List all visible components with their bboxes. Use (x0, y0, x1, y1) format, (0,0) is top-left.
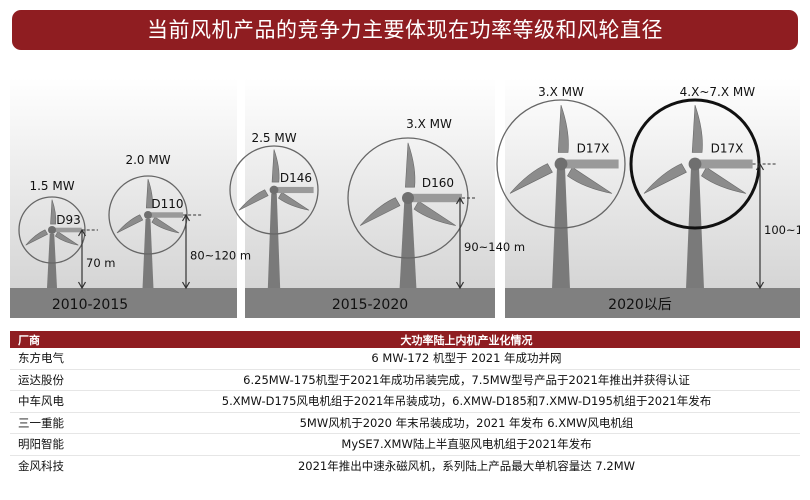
turbine-blade (691, 105, 703, 153)
rotor-diameter-label: D110 (151, 197, 183, 211)
turbine-hub (144, 211, 152, 219)
turbine-blade (359, 197, 401, 226)
period-label-2: 2015-2020 (332, 297, 408, 313)
ground-bar-1 (10, 288, 237, 318)
panel-bg-3 (505, 78, 800, 318)
ground-bar-2 (245, 288, 495, 318)
turbine-blade (54, 231, 79, 246)
manufacturer-table: 厂商 大功率陆上内机产业化情况 东方电气 6 MW-172 机型于 2021 年… (10, 331, 800, 476)
hub-height-label: 100~160 m (764, 223, 800, 237)
manufacturer-name: 中车风电 (10, 390, 133, 413)
rotor-circle (229, 145, 319, 235)
turbine-blade (238, 189, 269, 211)
turbine-blade (50, 199, 57, 225)
arrow-head-bottom (181, 281, 191, 290)
table-row: 金风科技 2021年推出中速永磁风机，系列陆上产品最大单机容量达 7.2MW (10, 455, 800, 476)
manufacturer-name: 三一重能 (10, 412, 133, 434)
rotor-circle (18, 196, 86, 264)
turbine-blade (509, 163, 553, 194)
table-row: 三一重能 5MW风机于2020 年末吊装成功，2021 年发布 6.XMW风电机… (10, 412, 800, 434)
power-rating-label: 4.X~7.X MW (680, 85, 756, 99)
rotor-diameter-label: D17X (577, 141, 610, 155)
rotor-diameter-label: D93 (56, 213, 81, 227)
turbine-nacelle (274, 186, 314, 194)
manufacturer-status: MySE7.XMW陆上半直驱风电机组于2021年发布 (133, 433, 800, 456)
turbine-tower (47, 234, 57, 288)
turbine-nacelle (52, 227, 82, 233)
turbine-nacelle (408, 193, 462, 203)
turbine-blade (405, 142, 416, 188)
power-rating-label: 1.5 MW (29, 179, 74, 193)
turbine-hub (269, 185, 279, 195)
turbine-blade (413, 200, 456, 226)
manufacturer-status: 5MW风机于2020 年末吊装成功，2021 年发布 6.XMW风电机组 (133, 412, 800, 434)
turbine-illustration-svg: 2010-2015 2015-2020 2020以后 D93 1.5 MW 70 m… (10, 78, 800, 318)
table-header-row: 厂商 大功率陆上内机产业化情况 (10, 331, 800, 348)
rotor-circle (496, 99, 626, 229)
power-rating-label: 3.X MW (406, 117, 452, 131)
ground-bar-3 (505, 288, 800, 318)
manufacturer-status: 2021年推出中速永磁风机，系列陆上产品最大单机容量达 7.2MW (297, 458, 635, 473)
hub-height-label: 70 m (86, 256, 116, 270)
turbine-blade (271, 149, 280, 183)
rotor-diameter-label: D160 (422, 176, 454, 190)
arrow-head-top (77, 228, 87, 237)
manufacturer-name: 东方电气 (10, 348, 133, 370)
manufacturer-name: 金风科技 (18, 458, 64, 473)
arrow-head-bottom (77, 281, 87, 290)
turbine-blade (643, 163, 687, 194)
turbine-nacelle (561, 159, 619, 169)
manufacturer-name: 明阳智能 (10, 433, 133, 456)
hub-height-label: 90~140 m (464, 240, 525, 254)
turbine-blade (701, 166, 747, 194)
turbine-hub (688, 157, 702, 171)
turbine-blade (151, 216, 180, 234)
rotor-diameter-label: D146 (280, 171, 312, 185)
rotor-circle (108, 175, 188, 255)
power-rating-label: 2.5 MW (251, 131, 296, 145)
manufacturer-status: 6 MW-172 机型于 2021 年成功并网 (133, 348, 800, 370)
arrow-head-bottom (755, 281, 765, 290)
page-title: 当前风机产品的竞争力主要体现在功率等级和风轮直径 (12, 10, 798, 50)
arrow-head-top (755, 162, 765, 171)
table-row: 明阳智能 MySE7.XMW陆上半直驱风电机组于2021年发布 (10, 433, 800, 456)
table-header-manufacturer: 厂商 (10, 331, 133, 348)
power-rating-label: 3.X MW (538, 85, 584, 99)
period-label-1: 2010-2015 (52, 297, 128, 313)
arrow-head-top (455, 196, 465, 205)
turbine-blade (145, 179, 153, 209)
turbine-hub (554, 157, 568, 171)
turbine-blade (25, 229, 49, 246)
turbine-nacelle (695, 159, 753, 169)
turbine-tower (399, 202, 417, 288)
power-rating-label: 2.0 MW (125, 153, 170, 167)
table-row: 运达股份 6.25MW-175机型于2021年成功吊装完成，7.5MW型号产品于… (10, 369, 800, 391)
turbine-evolution-illustration: 2010-2015 2015-2020 2020以后 D93 1.5 MW 70 m… (10, 78, 800, 320)
manufacturer-name: 运达股份 (10, 369, 133, 391)
turbine-blade (557, 105, 569, 153)
hub-height-label: 80~120 m (190, 249, 251, 263)
turbine-tower (267, 194, 281, 288)
manufacturer-status: 6.25MW-175机型于2021年成功吊装完成，7.5MW型号产品于2021年… (133, 369, 800, 391)
table-row: 东方电气 6 MW-172 机型于 2021 年成功并网 (10, 348, 800, 370)
arrow-head-bottom (455, 281, 465, 290)
rotor-diameter-label: D17X (711, 141, 744, 155)
turbine-blade (567, 166, 613, 194)
manufacturer-status: 5.XMW-D175风电机组于2021年吊装成功，6.XMW-D185和7.XM… (133, 390, 800, 413)
table-header-status: 大功率陆上内机产业化情况 (133, 331, 800, 348)
period-label-3: 2020以后 (608, 297, 672, 313)
turbine-nacelle (148, 212, 184, 218)
turbine-hub (402, 192, 414, 204)
turbine-blade (278, 191, 310, 211)
table-row: 中车风电 5.XMW-D175风电机组于2021年吊装成功，6.XMW-D185… (10, 390, 800, 413)
turbine-blade (116, 214, 144, 234)
turbine-hub (48, 226, 56, 234)
arrow-head-top (181, 213, 191, 222)
